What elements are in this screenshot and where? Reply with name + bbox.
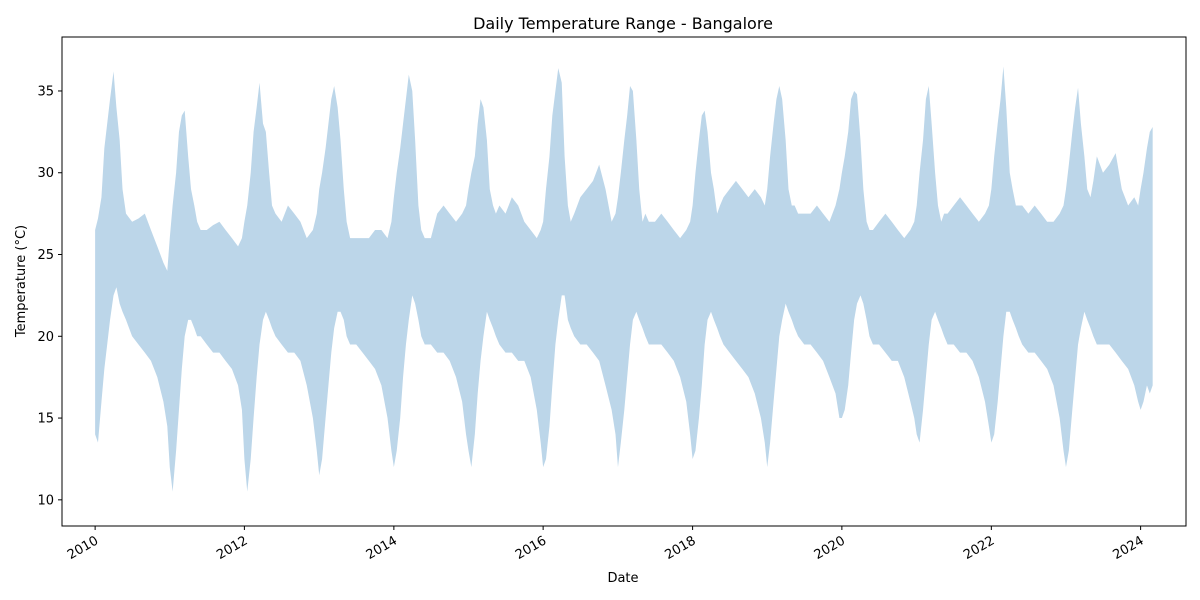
y-tick-label: 25	[37, 248, 54, 263]
x-tick-label: 2014	[364, 533, 400, 563]
y-tick-label: 10	[37, 493, 54, 508]
x-tick-label: 2022	[961, 533, 997, 563]
x-tick-label: 2012	[214, 533, 250, 563]
y-tick-label: 35	[37, 84, 54, 99]
plot-area	[95, 66, 1153, 492]
chart-title: Daily Temperature Range - Bangalore	[473, 14, 773, 33]
x-tick-label: 2018	[662, 533, 698, 563]
y-tick-label: 15	[37, 412, 54, 427]
x-axis-label: Date	[607, 571, 638, 586]
y-tick-label: 20	[37, 330, 54, 345]
y-tick-label: 30	[37, 166, 54, 181]
y-axis: 10 15 20 25 30 35	[37, 84, 62, 508]
x-tick-label: 2020	[812, 533, 848, 563]
y-axis-label: Temperature (°C)	[14, 225, 29, 338]
x-tick-label: 2016	[513, 533, 549, 563]
temperature-range-band	[95, 66, 1153, 492]
plot-frame	[61, 36, 1187, 527]
x-axis: 2010 2012 2014 2016 2018 2020 2022 2024	[65, 526, 1147, 563]
x-tick-label: 2024	[1110, 533, 1146, 563]
x-tick-label: 2010	[65, 533, 101, 563]
